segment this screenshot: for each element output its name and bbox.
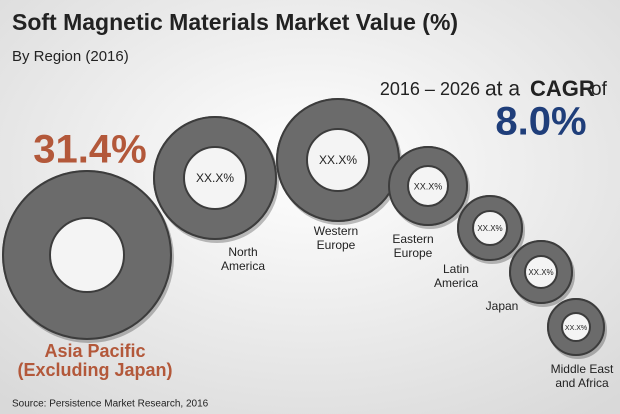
- region-label: America: [434, 276, 478, 290]
- ring: [2, 170, 172, 340]
- cagr-text: of: [591, 79, 608, 100]
- region-label: Europe: [317, 238, 356, 252]
- ring-hole: [306, 128, 370, 192]
- cagr-label: CAGR: [530, 76, 595, 101]
- region-label: Europe: [394, 246, 433, 260]
- title: Soft Magnetic Materials Market Value (%): [12, 9, 458, 35]
- cagr-period: 2016 – 2026: [380, 79, 480, 99]
- ring-edge: [2, 170, 172, 340]
- ring: [547, 298, 605, 356]
- ring: [276, 98, 400, 222]
- ring-edge: [547, 298, 605, 356]
- region-label: North: [228, 245, 257, 259]
- region-label: Eastern: [392, 232, 433, 246]
- region-value: 31.4%: [33, 128, 146, 172]
- cagr-value: 8.0%: [495, 100, 586, 144]
- region-label: Latin: [443, 262, 469, 276]
- region-value: XX.X%: [477, 224, 502, 233]
- region-value: XX.X%: [414, 181, 443, 191]
- region-label: Asia Pacific: [44, 341, 145, 361]
- ring-edge: [153, 116, 277, 240]
- region-label: and Africa: [555, 376, 609, 390]
- ring: [457, 195, 523, 261]
- region-value: XX.X%: [196, 171, 234, 185]
- region-value: XX.X%: [565, 325, 587, 332]
- ring-edge: [388, 146, 468, 226]
- ring-hole: [183, 146, 247, 210]
- region-label: America: [221, 259, 265, 273]
- cagr-text: at a: [485, 78, 520, 101]
- region-value: XX.X%: [319, 153, 357, 167]
- region-label: Western: [314, 224, 358, 238]
- ring-hole: [472, 210, 508, 246]
- region-label: (Excluding Japan): [17, 360, 172, 380]
- region-label: Middle East: [551, 362, 614, 376]
- ring-hole: [524, 255, 558, 289]
- ring: [509, 240, 573, 304]
- ring-hole: [561, 312, 591, 342]
- ring-edge: [457, 195, 523, 261]
- ring-hole: [49, 217, 125, 293]
- subtitle: By Region (2016): [12, 48, 129, 65]
- ring: [388, 146, 468, 226]
- region-value: XX.X%: [528, 268, 553, 277]
- ring-edge: [509, 240, 573, 304]
- ring-hole: [407, 165, 449, 207]
- source: Source: Persistence Market Research, 201…: [12, 399, 209, 410]
- ring: [153, 116, 277, 240]
- region-label: Japan: [486, 299, 519, 313]
